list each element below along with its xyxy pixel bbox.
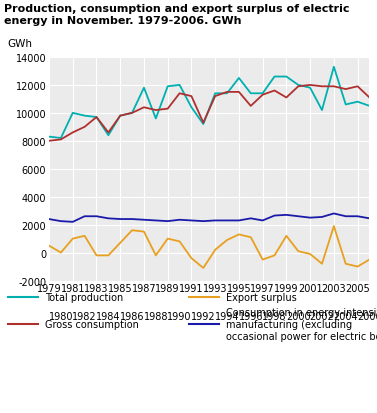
Text: Gross consumption: Gross consumption: [45, 319, 139, 329]
Text: Export surplus: Export surplus: [226, 292, 297, 302]
Text: 1998: 1998: [262, 311, 287, 321]
Text: 1996: 1996: [239, 311, 263, 321]
Text: 1990: 1990: [167, 311, 192, 321]
Text: 2004: 2004: [333, 311, 358, 321]
Text: Production, consumption and export surplus of electric
energy in November. 1979-: Production, consumption and export surpl…: [4, 4, 349, 26]
Text: 1982: 1982: [72, 311, 97, 321]
Text: 1992: 1992: [191, 311, 216, 321]
Text: Consumption in energy-intensive
manufacturing (excluding
occasional power for el: Consumption in energy-intensive manufact…: [226, 308, 377, 341]
Text: 1994: 1994: [215, 311, 239, 321]
Text: GWh: GWh: [8, 39, 32, 49]
Text: 1980: 1980: [49, 311, 73, 321]
Text: 2002: 2002: [310, 311, 334, 321]
Text: 1984: 1984: [96, 311, 121, 321]
Text: 2000: 2000: [286, 311, 311, 321]
Text: 1988: 1988: [144, 311, 168, 321]
Text: Total production: Total production: [45, 292, 124, 302]
Text: 2006: 2006: [357, 311, 377, 321]
Text: 1986: 1986: [120, 311, 144, 321]
